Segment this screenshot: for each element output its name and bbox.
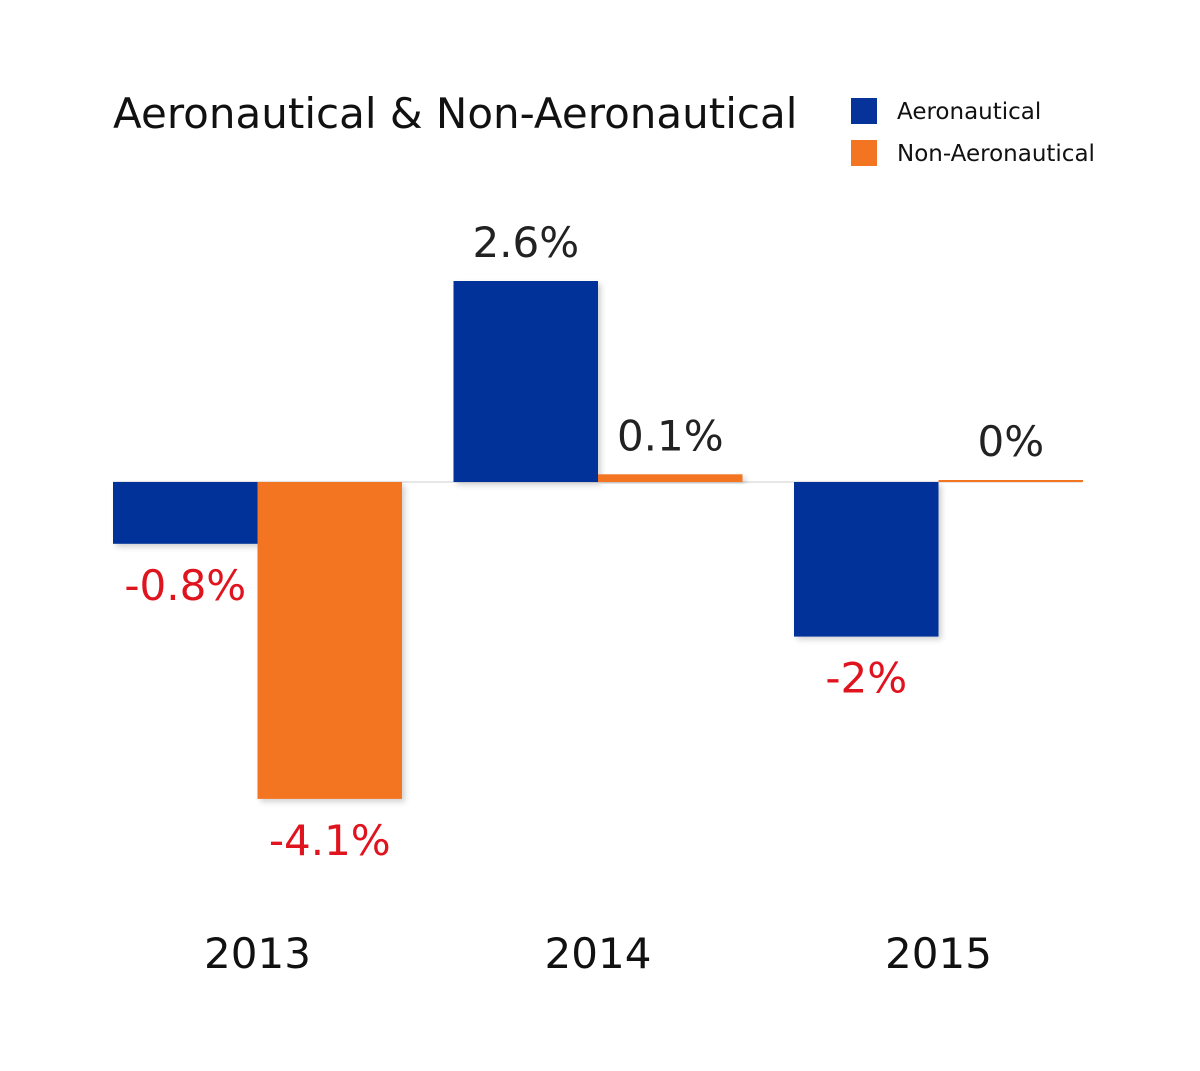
bars: [113, 281, 1083, 799]
bar-aeronautical-2015: [794, 482, 939, 637]
x-tick-label-2014: 2014: [545, 929, 652, 978]
legend-swatch-non-aeronautical: [851, 140, 877, 166]
bar-non-aeronautical-2013: [257, 482, 402, 799]
x-axis-ticks: 2013 2014 2015: [204, 929, 992, 978]
data-label-non-aeronautical-2014: 0.1%: [617, 411, 724, 460]
data-label-non-aeronautical-2015: 0%: [977, 417, 1044, 466]
legend-swatch-aeronautical: [851, 98, 877, 124]
chart-title: Aeronautical & Non-Aeronautical: [113, 89, 797, 138]
bar-non-aeronautical-2014: [598, 474, 743, 482]
legend-label-aeronautical: Aeronautical: [897, 99, 1041, 125]
x-tick-label-2013: 2013: [204, 929, 311, 978]
legend-label-non-aeronautical: Non-Aeronautical: [897, 141, 1095, 167]
x-tick-label-2015: 2015: [885, 929, 992, 978]
data-labels: -0.8% -4.1% 2.6% 0.1% -2% 0%: [124, 218, 1044, 865]
bar-non-aeronautical-2015: [938, 480, 1083, 482]
data-label-aeronautical-2013: -0.8%: [124, 561, 246, 610]
data-label-aeronautical-2015: -2%: [825, 654, 907, 703]
legend: Aeronautical Non-Aeronautical: [851, 98, 1095, 167]
bar-aeronautical-2013: [113, 482, 258, 544]
data-label-aeronautical-2014: 2.6%: [472, 218, 579, 267]
data-label-non-aeronautical-2013: -4.1%: [269, 816, 391, 865]
bar-aeronautical-2014: [453, 281, 598, 482]
